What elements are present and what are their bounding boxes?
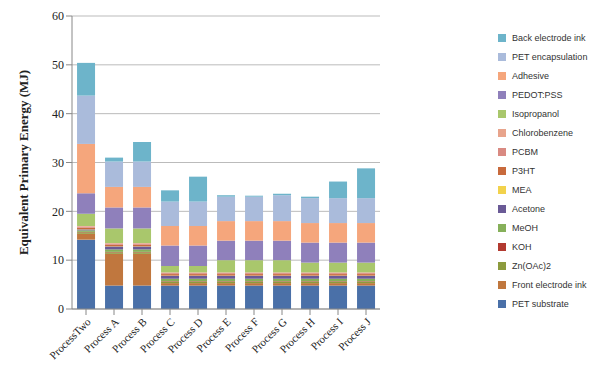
html-text:Chlorobenzene: Chlorobenzene [512, 127, 573, 138]
html-text:Zn(OAc)2: Zn(OAc)2 [512, 260, 551, 271]
svg-text:Process H: Process H [277, 315, 317, 355]
svg-text:Process I: Process I [308, 315, 345, 353]
html-text:PCBM: PCBM [512, 146, 538, 157]
svg-text:Process D: Process D [165, 315, 205, 356]
svg-text:Process G: Process G [249, 315, 289, 356]
svg-text:Process B: Process B [109, 315, 149, 355]
html-text:Front electrode ink: Front electrode ink [512, 279, 587, 290]
svg-text:Process F: Process F [222, 315, 261, 354]
svg-text:Process C: Process C [137, 315, 177, 355]
svg-text:30: 30 [52, 156, 64, 170]
html-text:MEA: MEA [512, 184, 532, 195]
svg-text:10: 10 [52, 253, 64, 267]
svg-text:Process J: Process J [336, 315, 374, 353]
html-text:MeOH: MeOH [512, 222, 538, 233]
svg-text:Process E: Process E [194, 315, 233, 355]
svg-text:0: 0 [58, 302, 64, 316]
html-text:Adhesive: Adhesive [512, 70, 549, 81]
svg-text:Process A: Process A [81, 315, 121, 355]
html-text:PET substrate: PET substrate [512, 298, 569, 309]
html-text:KOH: KOH [512, 241, 532, 252]
html-text:Back electrode ink: Back electrode ink [512, 32, 586, 43]
svg-text:20: 20 [52, 205, 64, 219]
svg-text:Equivalent Primary Energy (MJ): Equivalent Primary Energy (MJ) [16, 70, 31, 255]
html-text:PET encapsulation: PET encapsulation [512, 51, 588, 62]
svg-text:60: 60 [52, 9, 64, 23]
html-text:Acetone: Acetone [512, 203, 545, 214]
html-text:Isopropanol: Isopropanol [512, 108, 559, 119]
svg-text:50: 50 [52, 58, 64, 72]
html-text:PEDOT:PSS: PEDOT:PSS [512, 89, 563, 100]
svg-text:ProcessTwo: ProcessTwo [47, 315, 93, 361]
html-text:P3HT: P3HT [512, 165, 535, 176]
svg-text:40: 40 [52, 107, 64, 121]
